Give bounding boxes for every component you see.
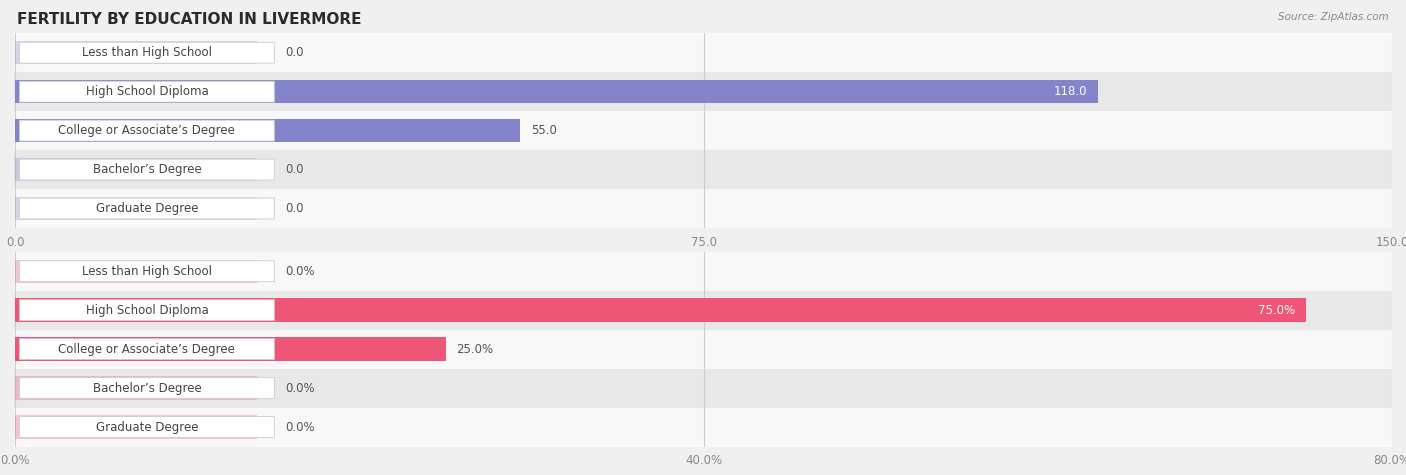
Text: 75.0%: 75.0% (1258, 304, 1295, 317)
Text: College or Associate’s Degree: College or Associate’s Degree (59, 342, 235, 356)
FancyBboxPatch shape (20, 378, 274, 399)
Text: Graduate Degree: Graduate Degree (96, 202, 198, 215)
Text: College or Associate’s Degree: College or Associate’s Degree (59, 124, 235, 137)
Bar (14, 111, 1392, 150)
Text: Graduate Degree: Graduate Degree (96, 420, 198, 434)
Text: High School Diploma: High School Diploma (86, 304, 208, 317)
FancyBboxPatch shape (20, 120, 274, 141)
Bar (15, 41, 257, 65)
Bar (15, 259, 257, 283)
Text: Source: ZipAtlas.com: Source: ZipAtlas.com (1278, 12, 1389, 22)
Bar (15, 197, 257, 220)
Bar (14, 72, 1392, 111)
Text: Bachelor’s Degree: Bachelor’s Degree (93, 381, 201, 395)
Bar (15, 376, 257, 400)
Bar (15, 119, 520, 142)
Bar (15, 158, 257, 181)
Text: 0.0: 0.0 (285, 46, 304, 59)
FancyBboxPatch shape (20, 300, 274, 321)
Bar (14, 33, 1392, 72)
FancyBboxPatch shape (20, 417, 274, 437)
Bar (14, 189, 1392, 228)
Text: Less than High School: Less than High School (82, 265, 212, 278)
Bar (14, 291, 1392, 330)
Bar (14, 330, 1392, 369)
Text: 0.0%: 0.0% (285, 265, 315, 278)
Bar (15, 415, 257, 439)
FancyBboxPatch shape (20, 81, 274, 102)
Bar (14, 408, 1392, 446)
Bar (15, 80, 1098, 104)
Bar (14, 252, 1392, 291)
Text: FERTILITY BY EDUCATION IN LIVERMORE: FERTILITY BY EDUCATION IN LIVERMORE (17, 12, 361, 27)
Text: Bachelor’s Degree: Bachelor’s Degree (93, 163, 201, 176)
FancyBboxPatch shape (20, 261, 274, 282)
Text: 25.0%: 25.0% (457, 342, 494, 356)
Bar (15, 298, 1306, 322)
Text: Less than High School: Less than High School (82, 46, 212, 59)
Bar (14, 369, 1392, 408)
Text: 0.0: 0.0 (285, 202, 304, 215)
Bar (15, 337, 446, 361)
Text: 118.0: 118.0 (1053, 85, 1087, 98)
Text: 0.0: 0.0 (285, 163, 304, 176)
FancyBboxPatch shape (20, 339, 274, 360)
FancyBboxPatch shape (20, 159, 274, 180)
Text: 55.0: 55.0 (531, 124, 557, 137)
Text: 0.0%: 0.0% (285, 381, 315, 395)
Text: High School Diploma: High School Diploma (86, 85, 208, 98)
FancyBboxPatch shape (20, 198, 274, 219)
Bar (14, 150, 1392, 189)
Text: 0.0%: 0.0% (285, 420, 315, 434)
FancyBboxPatch shape (20, 42, 274, 63)
